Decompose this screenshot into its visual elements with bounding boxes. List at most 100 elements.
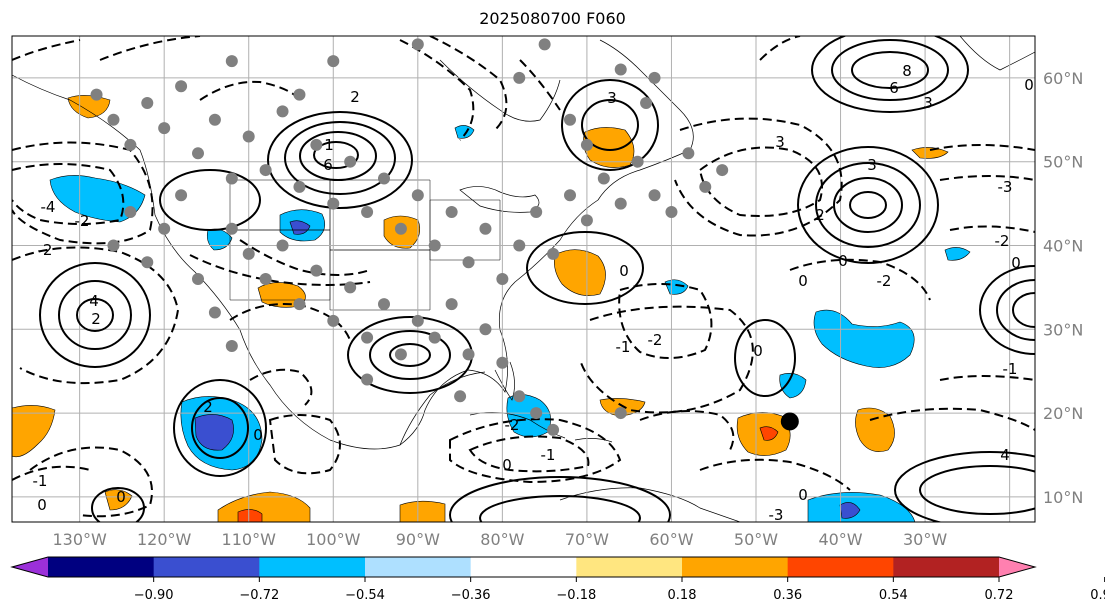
great-lakes: [459, 186, 540, 213]
contour-line: [698, 146, 823, 217]
station-marker: [411, 314, 424, 327]
contour-label: -3: [769, 506, 784, 524]
colorbar-segment: [787, 557, 894, 577]
contour-ring: [815, 162, 921, 248]
contour-label: -2: [505, 416, 520, 434]
station-marker: [361, 373, 374, 386]
contour-label: 0: [502, 456, 512, 474]
longitude-label: 60°W: [649, 530, 693, 549]
contour-label: -1: [1003, 360, 1018, 378]
negative-shade-area: [779, 373, 807, 399]
contour-label: 0: [1011, 254, 1021, 272]
contour-label: 8: [902, 62, 912, 80]
contour-line: [949, 225, 1035, 233]
station-marker: [327, 55, 340, 68]
contour-ring: [734, 319, 796, 397]
contour-line: [12, 39, 81, 61]
contour-label: 3: [923, 94, 933, 112]
positive-shade-area: [67, 95, 111, 119]
longitude-label: 130°W: [52, 530, 107, 549]
station-marker: [454, 390, 467, 403]
longitude-label: 70°W: [565, 530, 609, 549]
station-marker: [344, 281, 357, 294]
negative-shade-area: [454, 125, 475, 139]
latitude-label: 40°N: [1043, 236, 1083, 255]
contour-line: [99, 36, 201, 61]
station-marker: [242, 247, 255, 260]
station-marker: [310, 264, 323, 277]
station-marker: [225, 172, 238, 185]
contour-line: [399, 39, 475, 141]
latitude-label: 10°N: [1043, 488, 1083, 507]
contour-ring: [313, 141, 359, 169]
positive-shade-area: [399, 500, 446, 522]
station-marker: [513, 390, 526, 403]
longitude-label: 120°W: [137, 530, 192, 549]
station-marker: [648, 189, 661, 202]
colorbar-segment: [682, 557, 789, 577]
contour-line: [674, 117, 843, 237]
station-marker: [192, 273, 204, 285]
station-marker: [344, 155, 357, 168]
latitude-label: 20°N: [1043, 404, 1083, 423]
contour-line: [618, 283, 713, 360]
contour-line: [939, 175, 1035, 181]
contour-ring: [76, 298, 114, 332]
contour-label: 2: [203, 398, 213, 416]
contour-line: [468, 435, 590, 473]
station-marker: [293, 88, 306, 101]
contour-ring: [449, 476, 671, 522]
longitude-label: 110°W: [222, 530, 277, 549]
station-marker: [394, 348, 407, 361]
latitude-label: 30°N: [1043, 320, 1083, 339]
contour-ring: [831, 39, 949, 101]
station-marker: [479, 323, 492, 336]
station-marker: [547, 247, 560, 260]
contour-line: [759, 36, 801, 61]
station-marker: [411, 189, 424, 202]
station-marker: [158, 222, 171, 235]
contour-label: 3: [607, 89, 617, 107]
station-marker: [614, 63, 627, 76]
contour-label: 3: [775, 133, 785, 151]
coastline-south-america: [559, 487, 741, 522]
contour-line: [12, 141, 154, 245]
contour-line: [699, 458, 851, 491]
contour-label: 4: [1000, 446, 1010, 464]
contour-label: -2: [38, 241, 53, 259]
contour-label: -2: [995, 232, 1010, 250]
contour-ring: [849, 191, 887, 219]
coastline-layer: [12, 36, 1035, 522]
colorbar-segment: [48, 557, 155, 577]
longitude-label: 80°W: [480, 530, 524, 549]
contour-label: 3: [867, 156, 877, 174]
longitude-label-group: 130°W 120°W 110°W 100°W 90°W 80°W 70°W 60°W 50°W…: [52, 530, 947, 549]
station-marker: [682, 147, 695, 160]
station-marker: [225, 55, 238, 68]
contour-line: [449, 418, 622, 484]
colorbar-tick-label: 0.72: [985, 588, 1014, 603]
contour-label: 2: [815, 206, 825, 224]
contour-label: 6: [323, 156, 333, 174]
contour-ring: [159, 169, 261, 231]
station-marker: [361, 205, 374, 218]
station-marker: [699, 180, 712, 193]
colorbar-tick-label: −0.36: [451, 588, 491, 603]
station-marker: [361, 331, 374, 344]
station-marker: [259, 273, 272, 285]
contour-label: 0: [116, 488, 126, 506]
contour-ring: [284, 121, 396, 195]
positive-shade-area: [237, 509, 263, 522]
contour-label: 0: [253, 426, 263, 444]
map-frame: [11, 35, 1036, 523]
contour-line: [939, 375, 1035, 381]
station-marker: [293, 298, 306, 311]
contour-line: [268, 414, 341, 475]
negative-shade-area: [839, 502, 861, 519]
station-marker: [631, 155, 644, 168]
contour-ring: [561, 79, 659, 171]
station-marker: [242, 130, 255, 143]
station-marker: [580, 214, 593, 227]
contour-ring: [833, 177, 903, 233]
contour-line: [12, 465, 91, 481]
